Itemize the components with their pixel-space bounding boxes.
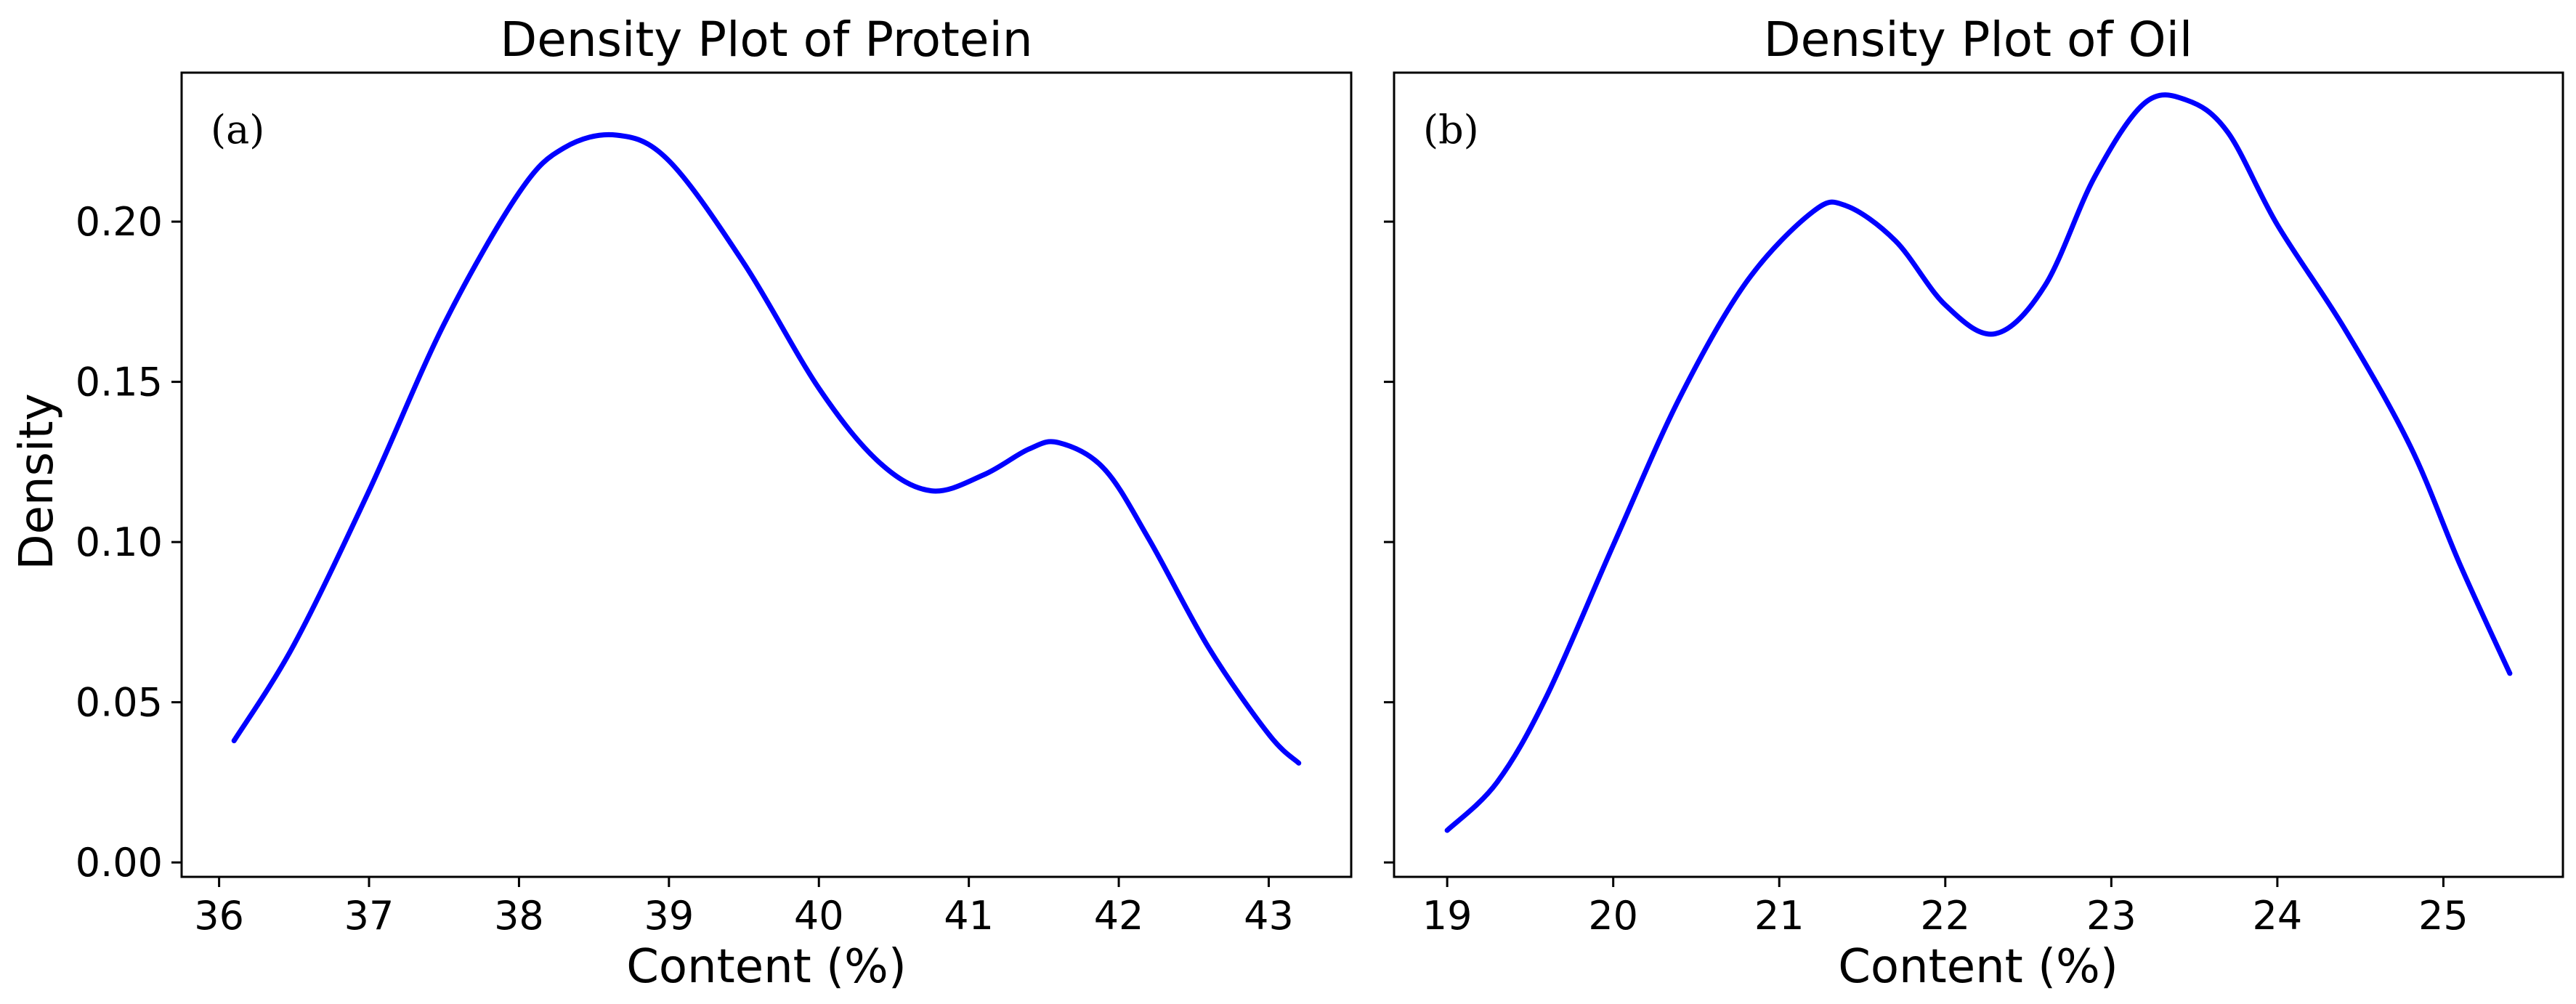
x-tick-label: 21	[1754, 893, 1805, 939]
density-curve-line	[1444, 92, 2513, 833]
plot-area-frame	[180, 71, 1353, 878]
y-tick-label: 0.00	[76, 840, 163, 886]
chart-title: Density Plot of Protein	[500, 12, 1032, 68]
y-tick-label: 0.20	[76, 199, 163, 245]
x-tick-label: 23	[2086, 893, 2136, 939]
x-tick-label: 36	[194, 893, 244, 939]
plot-area-frame	[1393, 71, 2564, 878]
y-tick-label: 0.15	[76, 360, 163, 405]
y-tick-label: 0.10	[76, 519, 163, 565]
panel-label: (b)	[1423, 107, 1479, 153]
x-tick-label: 22	[1920, 893, 1970, 939]
chart-panel-protein: Density Plot of Protein Density Content …	[10, 12, 1353, 994]
x-tick-label: 24	[2253, 893, 2303, 939]
panel-label: (a)	[211, 107, 264, 153]
y-axis-label: Density	[10, 393, 64, 570]
x-tick-label: 43	[1244, 893, 1294, 939]
x-tick-label: 39	[644, 893, 694, 939]
x-tick-label: 20	[1588, 893, 1638, 939]
x-axis-label: Content (%)	[1838, 940, 2118, 994]
x-tick-label: 37	[344, 893, 394, 939]
chart-panel-oil: Density Plot of Oil Content (%) 19 20 21 22…	[1384, 12, 2564, 994]
y-tick-label: 0.05	[76, 680, 163, 726]
x-tick-label: 41	[944, 893, 994, 939]
x-tick-label: 19	[1422, 893, 1473, 939]
x-tick-label: 38	[494, 893, 544, 939]
x-tick-label: 42	[1094, 893, 1144, 939]
x-tick-label: 40	[794, 893, 844, 939]
density-curve-line	[231, 131, 1302, 766]
x-tick-label: 25	[2418, 893, 2468, 939]
chart-title: Density Plot of Oil	[1764, 12, 2193, 68]
x-axis-label: Content (%)	[626, 940, 907, 994]
